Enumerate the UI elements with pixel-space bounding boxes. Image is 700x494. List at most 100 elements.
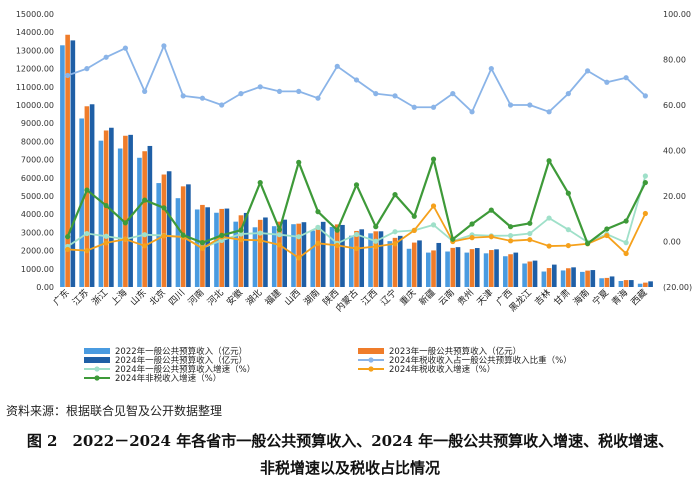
point-3	[84, 248, 90, 254]
point-1	[180, 93, 186, 99]
point-4	[180, 232, 186, 238]
legend-swatch-marker	[368, 357, 374, 363]
point-1	[411, 104, 417, 110]
bar-2	[431, 250, 436, 287]
category-label: 安徽	[224, 287, 245, 308]
bar-1	[348, 235, 354, 287]
bar-3	[224, 208, 230, 287]
bar-3	[474, 248, 480, 287]
bar-2	[566, 268, 571, 287]
left-tick-label: 11000.00	[16, 83, 54, 92]
legend-swatch-marker	[94, 366, 100, 372]
point-2	[430, 222, 437, 228]
point-2	[507, 232, 514, 239]
point-1	[488, 66, 494, 72]
left-tick-label: 13000.00	[16, 46, 54, 55]
bar-3	[378, 231, 384, 287]
left-tick-label: 6000.00	[21, 174, 54, 183]
right-tick-label: 80.00	[663, 56, 686, 65]
legend-label: 2024年一般公共预算收入（亿元）	[115, 355, 247, 366]
point-1	[315, 95, 321, 101]
left-tick-label: 15000.00	[16, 10, 54, 19]
bar-2	[585, 270, 590, 287]
bar-3	[532, 260, 538, 287]
legend-swatch	[358, 348, 384, 354]
bar-2	[604, 277, 610, 287]
point-4	[585, 240, 591, 247]
bar-1	[194, 209, 200, 287]
point-2	[392, 229, 398, 235]
right-tick-label: 20.00	[663, 192, 686, 201]
bar-2	[161, 174, 167, 287]
point-4	[161, 205, 167, 211]
point-1	[276, 88, 283, 94]
point-1	[546, 109, 552, 115]
bar-1	[599, 278, 604, 287]
bar-2	[469, 249, 475, 287]
point-2	[546, 215, 552, 221]
bar-2	[489, 250, 494, 287]
category-label: 山西	[282, 287, 303, 308]
point-4	[565, 190, 571, 196]
bar-3	[571, 267, 576, 287]
point-1	[142, 88, 148, 94]
point-3	[373, 243, 379, 250]
point-1	[373, 91, 379, 97]
bar-2	[103, 130, 109, 287]
bar-2	[65, 34, 70, 287]
point-1	[527, 102, 533, 108]
legend-label: 2024年一般公共预算收入增速（%）	[115, 364, 255, 375]
point-1	[219, 102, 225, 108]
point-4	[527, 220, 533, 226]
point-4	[488, 207, 494, 213]
category-label: 甘肃	[551, 287, 572, 308]
point-3	[257, 237, 263, 243]
bar-1	[637, 283, 643, 287]
source-note: 资料来源：根据联合见智及公开数据整理	[6, 404, 223, 418]
point-2	[527, 230, 533, 237]
point-1	[565, 91, 571, 97]
point-2	[565, 227, 571, 233]
bar-3	[417, 240, 422, 287]
category-label: 贵州	[455, 287, 476, 308]
category-label: 黑龙江	[506, 287, 534, 315]
point-1	[296, 88, 302, 94]
category-label: 浙江	[89, 287, 110, 308]
bar-2	[450, 247, 456, 287]
bar-1	[310, 230, 316, 287]
bar-3	[128, 134, 133, 287]
point-2	[276, 232, 283, 238]
bar-3	[70, 40, 76, 287]
bar-1	[233, 221, 239, 287]
bar-1	[522, 263, 527, 287]
left-tick-label: 4000.00	[21, 210, 54, 219]
point-4	[199, 240, 206, 246]
point-1	[353, 77, 360, 83]
point-4	[142, 197, 148, 203]
bar-3	[359, 229, 365, 287]
point-1	[199, 95, 206, 101]
category-label: 湖南	[301, 287, 322, 308]
right-axis-ticks: (20.00) 0.00 20.00 40.00 60.00 80.00 100.00	[663, 10, 692, 292]
bar-3	[436, 242, 442, 287]
right-tick-label: (20.00)	[663, 283, 692, 292]
point-3	[392, 241, 398, 247]
point-2	[103, 233, 109, 239]
right-tick-label: 0.00	[663, 238, 681, 247]
bar-3	[166, 171, 172, 287]
legend-label: 2024年非税收入增速（%）	[115, 373, 221, 384]
point-4	[257, 179, 263, 186]
right-tick-label: 40.00	[663, 147, 686, 156]
legend-label: 2024年税收收入占一般公共预算收入比重（%）	[389, 355, 572, 366]
point-3	[315, 240, 321, 246]
legend-label: 2022年一般公共预算收入（亿元）	[115, 346, 247, 357]
point-3	[488, 234, 494, 240]
point-4	[296, 159, 302, 165]
point-1	[450, 91, 456, 97]
caption-line-2: 非税增速以及税收占比情况	[259, 459, 440, 477]
point-2	[353, 231, 360, 238]
bar-3	[205, 207, 210, 287]
point-1	[84, 66, 90, 72]
point-2	[142, 232, 148, 238]
point-4	[353, 182, 360, 188]
